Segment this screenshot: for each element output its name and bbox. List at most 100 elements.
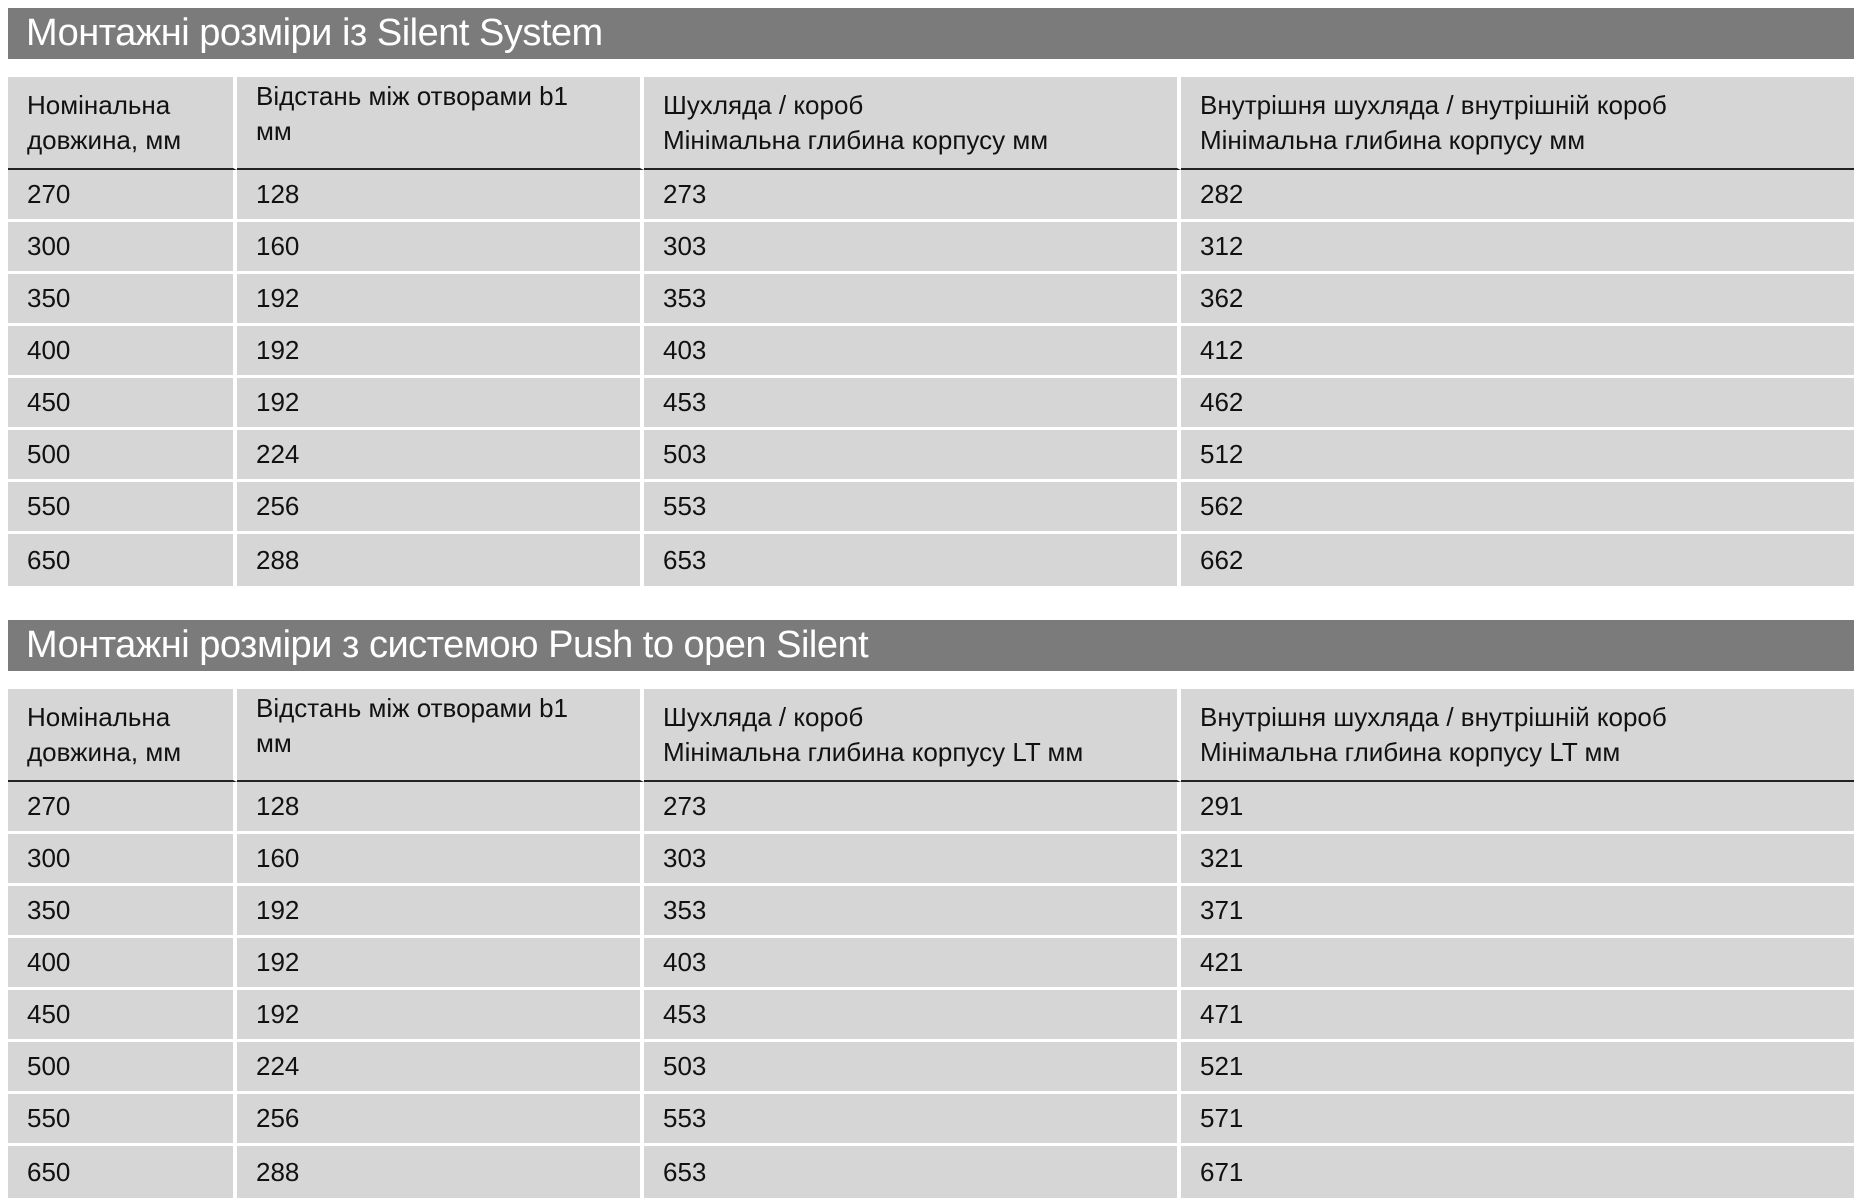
table-row: 400 192 403 421: [8, 938, 1854, 990]
header-line: Мінімальна глибина корпусу мм: [663, 124, 1049, 155]
header-line: Мінімальна глибина корпусу LT мм: [663, 736, 1084, 767]
table-cell: 224: [237, 430, 644, 482]
column-header: Номінальна довжина, мм: [8, 689, 237, 782]
header-row: Номінальна довжина, мм Відстань між отвора…: [8, 689, 1854, 782]
table-cell: 450: [8, 378, 237, 430]
table-cell: 450: [8, 990, 237, 1042]
table-cell: 288: [237, 534, 644, 586]
table-cell: 462: [1181, 378, 1854, 430]
table-row: 550 256 553 571: [8, 1094, 1854, 1146]
header-line: мм: [256, 116, 292, 146]
table-cell: 256: [237, 482, 644, 534]
table-cell: 321: [1181, 834, 1854, 886]
table-cell: 662: [1181, 534, 1854, 586]
table-row: 270 128 273 291: [8, 782, 1854, 834]
table-section-push-to-open: Монтажні розміри з системою Push to open…: [8, 620, 1854, 1198]
section-title: Монтажні розміри з системою Push to open…: [8, 620, 1854, 671]
header-line: Внутрішня шухляда / внутрішній короб: [1200, 89, 1667, 120]
table-section-silent-system: Монтажні розміри із Silent System Номінал…: [8, 8, 1854, 586]
table-row: 450 192 453 462: [8, 378, 1854, 430]
table-cell: 562: [1181, 482, 1854, 534]
table-cell: 650: [8, 1146, 237, 1198]
column-header: Номінальна довжина, мм: [8, 77, 237, 170]
table-cell: 400: [8, 326, 237, 378]
table-cell: 192: [237, 886, 644, 938]
table-cell: 400: [8, 938, 237, 990]
table-cell: 500: [8, 430, 237, 482]
table-cell: 270: [8, 782, 237, 834]
header-line: мм: [256, 728, 292, 758]
header-row: Номінальна довжина, мм Відстань між отвора…: [8, 77, 1854, 170]
table-row: 650 288 653 671: [8, 1146, 1854, 1198]
column-header: Відстань між отворами b1 мм: [237, 77, 644, 170]
table-cell: 303: [644, 222, 1181, 274]
table-row: 300 160 303 312: [8, 222, 1854, 274]
table-row: 300 160 303 321: [8, 834, 1854, 886]
header-line: Мінімальна глибина корпусу мм: [1200, 124, 1586, 155]
table-cell: 282: [1181, 170, 1854, 222]
column-header: Внутрішня шухляда / внутрішній короб Міні…: [1181, 689, 1854, 782]
table-cell: 300: [8, 222, 237, 274]
table-cell: 353: [644, 274, 1181, 326]
table-cell: 550: [8, 482, 237, 534]
header-line: Шухляда / короб: [663, 89, 864, 120]
table-cell: 550: [8, 1094, 237, 1146]
table-cell: 312: [1181, 222, 1854, 274]
dimensions-table: Номінальна довжина, мм Відстань між отвора…: [8, 77, 1854, 586]
table-cell: 412: [1181, 326, 1854, 378]
table-row: 450 192 453 471: [8, 990, 1854, 1042]
column-header: Внутрішня шухляда / внутрішній короб Міні…: [1181, 77, 1854, 170]
table-cell: 653: [644, 534, 1181, 586]
table-row: 650 288 653 662: [8, 534, 1854, 586]
table-cell: 671: [1181, 1146, 1854, 1198]
table-cell: 270: [8, 170, 237, 222]
header-line: Мінімальна глибина корпусу LT мм: [1200, 736, 1621, 767]
table-cell: 421: [1181, 938, 1854, 990]
table-cell: 453: [644, 990, 1181, 1042]
table-cell: 128: [237, 782, 644, 834]
table-cell: 521: [1181, 1042, 1854, 1094]
table-cell: 192: [237, 378, 644, 430]
table-cell: 192: [237, 274, 644, 326]
header-line: Номінальна: [27, 89, 171, 120]
table-cell: 160: [237, 834, 644, 886]
table-row: 270 128 273 282: [8, 170, 1854, 222]
table-cell: 571: [1181, 1094, 1854, 1146]
table-cell: 192: [237, 990, 644, 1042]
table-cell: 353: [644, 886, 1181, 938]
table-cell: 128: [237, 170, 644, 222]
column-header: Шухляда / короб Мінімальна глибина корпус…: [644, 689, 1181, 782]
table-cell: 371: [1181, 886, 1854, 938]
table-cell: 503: [644, 430, 1181, 482]
table-cell: 503: [644, 1042, 1181, 1094]
header-line: Відстань між отворами b1: [256, 81, 568, 111]
table-cell: 403: [644, 326, 1181, 378]
column-header: Відстань між отворами b1 мм: [237, 689, 644, 782]
table-row: 400 192 403 412: [8, 326, 1854, 378]
header-line: Номінальна: [27, 701, 171, 732]
table-row: 350 192 353 362: [8, 274, 1854, 326]
table-cell: 303: [644, 834, 1181, 886]
header-line: довжина, мм: [27, 736, 182, 767]
table-cell: 192: [237, 938, 644, 990]
table-row: 550 256 553 562: [8, 482, 1854, 534]
table-cell: 273: [644, 170, 1181, 222]
table-cell: 653: [644, 1146, 1181, 1198]
header-line: Шухляда / короб: [663, 701, 864, 732]
table-row: 350 192 353 371: [8, 886, 1854, 938]
table-cell: 512: [1181, 430, 1854, 482]
table-cell: 553: [644, 482, 1181, 534]
table-cell: 256: [237, 1094, 644, 1146]
table-cell: 471: [1181, 990, 1854, 1042]
table-cell: 273: [644, 782, 1181, 834]
header-line: Відстань між отворами b1: [256, 693, 568, 723]
table-cell: 288: [237, 1146, 644, 1198]
table-cell: 224: [237, 1042, 644, 1094]
table-cell: 291: [1181, 782, 1854, 834]
table-row: 500 224 503 521: [8, 1042, 1854, 1094]
table-cell: 300: [8, 834, 237, 886]
table-cell: 362: [1181, 274, 1854, 326]
table-cell: 650: [8, 534, 237, 586]
table-cell: 403: [644, 938, 1181, 990]
table-cell: 350: [8, 274, 237, 326]
